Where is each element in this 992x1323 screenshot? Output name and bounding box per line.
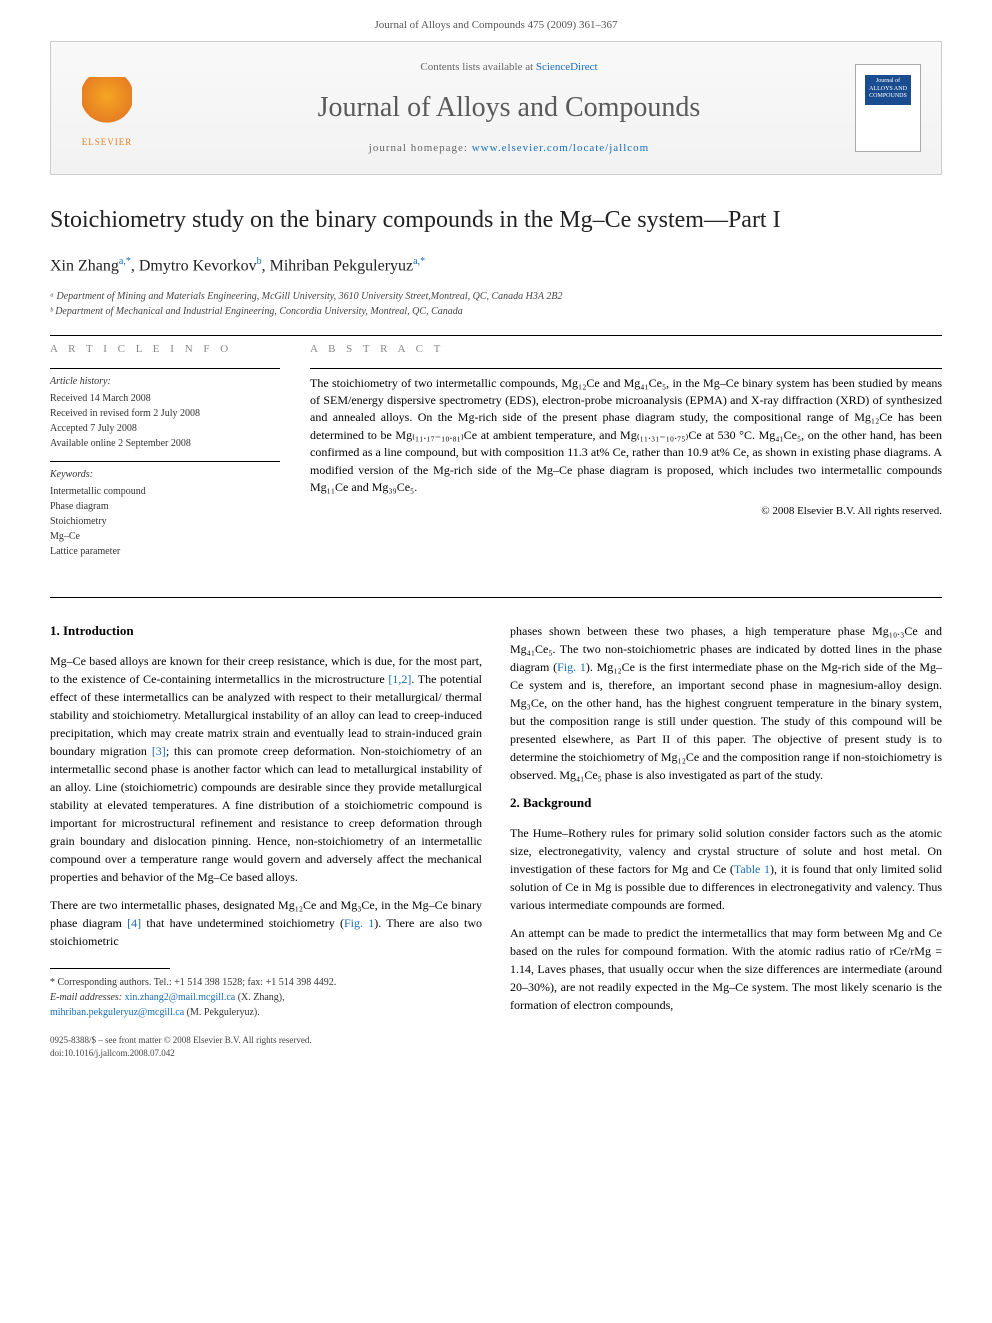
masthead-center: Contents lists available at ScienceDirec… xyxy=(163,60,855,156)
email-who-2: (M. Pekguleryuz). xyxy=(184,1007,260,1018)
divider xyxy=(310,368,942,369)
email-line: E-mail addresses: xin.zhang2@mail.mcgill… xyxy=(50,990,482,1005)
intro-paragraph-2: There are two intermetallic phases, desi… xyxy=(50,896,482,950)
publisher-name: ELSEVIER xyxy=(82,136,133,149)
abstract-text: The stoichiometry of two intermetallic c… xyxy=(310,375,942,497)
email-link-1[interactable]: xin.zhang2@mail.mcgill.ca xyxy=(125,992,236,1003)
journal-cover-thumbnail: Journal of ALLOYS AND COMPOUNDS xyxy=(855,64,921,152)
history-label: Article history: xyxy=(50,375,280,389)
article-info-block: A R T I C L E I N F O Article history: R… xyxy=(50,342,280,568)
abstract-copyright: © 2008 Elsevier B.V. All rights reserved… xyxy=(310,504,942,519)
intro-paragraph-3: phases shown between these two phases, a… xyxy=(510,622,942,784)
keywords-text: Intermetallic compoundPhase diagramStoic… xyxy=(50,484,280,559)
authors-line: Xin Zhanga,*, Dmytro Kevorkovb, Mihriban… xyxy=(50,255,942,278)
divider xyxy=(50,461,280,462)
running-header: Journal of Alloys and Compounds 475 (200… xyxy=(0,0,992,41)
background-paragraph-2: An attempt can be made to predict the in… xyxy=(510,924,942,1014)
publisher-logo: ELSEVIER xyxy=(71,68,143,148)
abstract-block: A B S T R A C T The stoichiometry of two… xyxy=(310,342,942,568)
section-1-heading: 1. Introduction xyxy=(50,622,482,640)
affiliation-b: ᵇ Department of Mechanical and Industria… xyxy=(50,304,942,319)
journal-name: Journal of Alloys and Compounds xyxy=(163,88,855,127)
elsevier-tree-icon xyxy=(82,77,132,132)
affiliations-block: ᵃ Department of Mining and Materials Eng… xyxy=(50,289,942,319)
cover-title: Journal of ALLOYS AND COMPOUNDS xyxy=(865,75,911,105)
history-text: Received 14 March 2008Received in revise… xyxy=(50,391,280,451)
corresponding-author-line: * Corresponding authors. Tel.: +1 514 39… xyxy=(50,975,482,990)
contents-prefix: Contents lists available at xyxy=(420,61,535,73)
affiliation-a: ᵃ Department of Mining and Materials Eng… xyxy=(50,289,942,304)
divider xyxy=(50,335,942,336)
right-column: phases shown between these two phases, a… xyxy=(510,622,942,1061)
article-title: Stoichiometry study on the binary compou… xyxy=(50,205,942,236)
email-link-2[interactable]: mihriban.pekguleryuz@mcgill.ca xyxy=(50,1007,184,1018)
doi-line: doi:10.1016/j.jallcom.2008.07.042 xyxy=(50,1047,482,1061)
background-paragraph-1: The Hume–Rothery rules for primary solid… xyxy=(510,824,942,914)
journal-homepage-line: journal homepage: www.elsevier.com/locat… xyxy=(163,141,855,156)
body-two-columns: 1. Introduction Mg–Ce based alloys are k… xyxy=(50,622,942,1061)
email-who-1: (X. Zhang), xyxy=(235,992,284,1003)
left-column: 1. Introduction Mg–Ce based alloys are k… xyxy=(50,622,482,1061)
divider xyxy=(50,597,942,598)
contents-available-line: Contents lists available at ScienceDirec… xyxy=(163,60,855,75)
footnotes-block: * Corresponding authors. Tel.: +1 514 39… xyxy=(50,975,482,1020)
journal-homepage-link[interactable]: www.elsevier.com/locate/jallcom xyxy=(472,142,650,154)
issn-line: 0925-8388/$ – see front matter © 2008 El… xyxy=(50,1034,482,1048)
email-label: E-mail addresses: xyxy=(50,992,122,1003)
page-footer: 0925-8388/$ – see front matter © 2008 El… xyxy=(50,1034,482,1061)
homepage-prefix: journal homepage: xyxy=(369,142,472,154)
divider xyxy=(50,368,280,369)
article-info-heading: A R T I C L E I N F O xyxy=(50,342,280,357)
abstract-heading: A B S T R A C T xyxy=(310,342,942,357)
footnote-divider xyxy=(50,968,170,969)
section-2-heading: 2. Background xyxy=(510,794,942,812)
sciencedirect-link[interactable]: ScienceDirect xyxy=(536,61,598,73)
keywords-label: Keywords: xyxy=(50,468,280,482)
journal-masthead: ELSEVIER Contents lists available at Sci… xyxy=(50,41,942,175)
intro-paragraph-1: Mg–Ce based alloys are known for their c… xyxy=(50,652,482,886)
